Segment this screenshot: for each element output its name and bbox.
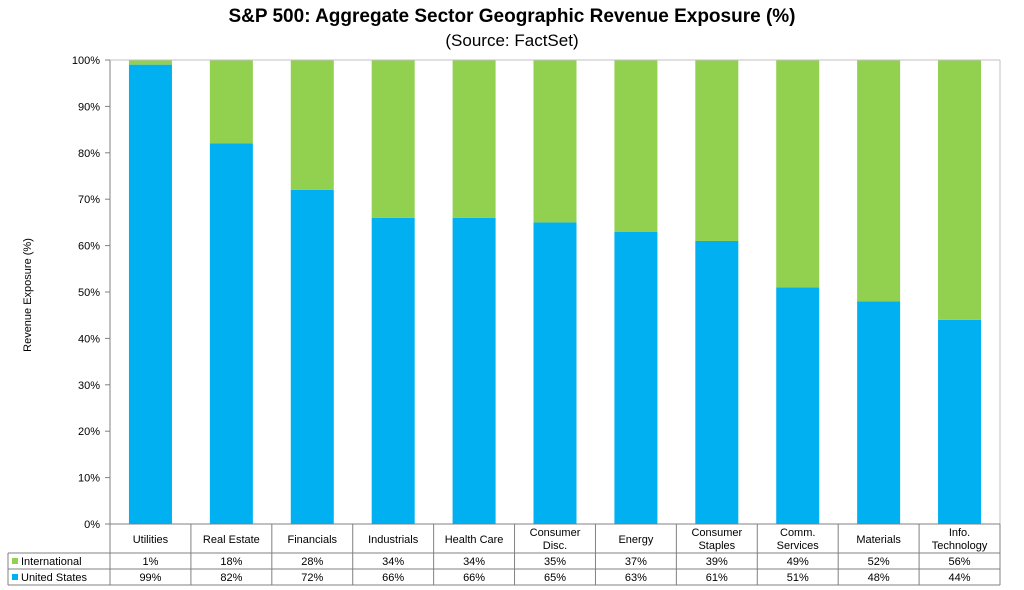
bar-international: [533, 60, 577, 223]
bar-united-states: [128, 64, 172, 524]
bar-international: [938, 60, 982, 320]
table-value: 52%: [868, 556, 890, 568]
y-tick-label: 10%: [78, 473, 100, 485]
y-tick-label: 90%: [78, 101, 100, 113]
bar-united-states: [695, 240, 739, 524]
legend-label: United States: [21, 572, 88, 584]
table-value: 49%: [787, 556, 809, 568]
table-value: 63%: [625, 572, 647, 584]
category-label: Consumer: [530, 527, 581, 539]
table-value: 18%: [220, 556, 242, 568]
category-label: Disc.: [543, 540, 567, 552]
bar-united-states: [857, 301, 901, 524]
y-tick-label: 50%: [78, 287, 100, 299]
table-value: 1%: [143, 556, 159, 568]
category-label: Energy: [618, 534, 653, 546]
category-label: Consumer: [691, 527, 742, 539]
bar-international: [614, 60, 658, 232]
table-value: 61%: [706, 572, 728, 584]
y-tick-label: 60%: [78, 241, 100, 253]
category-label: Health Care: [445, 534, 504, 546]
table-value: 48%: [868, 572, 890, 584]
bar-united-states: [938, 319, 982, 524]
category-label: Industrials: [368, 534, 419, 546]
bar-united-states: [371, 217, 415, 524]
bar-united-states: [776, 287, 820, 524]
table-value: 44%: [949, 572, 971, 584]
table-value: 37%: [625, 556, 647, 568]
y-tick-label: 100%: [72, 55, 100, 67]
category-label: Materials: [856, 534, 901, 546]
bar-united-states: [614, 231, 658, 524]
bar-united-states: [533, 222, 577, 524]
table-value: 66%: [463, 572, 485, 584]
legend-key-united-states: [12, 574, 18, 580]
table-value: 34%: [463, 556, 485, 568]
bar-international: [371, 60, 415, 218]
legend-label: International: [21, 556, 82, 568]
bar-united-states: [209, 143, 253, 524]
category-label: Real Estate: [203, 534, 260, 546]
y-tick-label: 20%: [78, 426, 100, 438]
table-value: 99%: [139, 572, 161, 584]
y-tick-label: 70%: [78, 194, 100, 206]
category-label: Info.: [949, 527, 970, 539]
table-value: 66%: [382, 572, 404, 584]
bar-international: [128, 60, 172, 65]
chart-subtitle: (Source: FactSet): [445, 31, 579, 50]
bar-international: [209, 60, 253, 144]
bar-united-states: [452, 217, 496, 524]
table-value: 65%: [544, 572, 566, 584]
y-tick-label: 30%: [78, 380, 100, 392]
y-tick-label: 80%: [78, 148, 100, 160]
table-value: 82%: [220, 572, 242, 584]
table-value: 56%: [949, 556, 971, 568]
y-tick-label: 0%: [84, 519, 100, 531]
table-value: 34%: [382, 556, 404, 568]
category-label: Staples: [698, 540, 735, 552]
table-value: 35%: [544, 556, 566, 568]
table-value: 28%: [301, 556, 323, 568]
category-label: Services: [777, 540, 820, 552]
category-label: Utilities: [133, 534, 169, 546]
table-value: 72%: [301, 572, 323, 584]
category-label: Financials: [288, 534, 338, 546]
bar-international: [695, 60, 739, 241]
category-label: Comm.: [780, 527, 815, 539]
bar-international: [452, 60, 496, 218]
y-tick-label: 40%: [78, 333, 100, 345]
table-value: 51%: [787, 572, 809, 584]
category-label: Technology: [932, 540, 988, 552]
bar-united-states: [290, 189, 334, 525]
legend-key-international: [12, 558, 18, 564]
chart-title: S&P 500: Aggregate Sector Geographic Rev…: [228, 6, 796, 27]
table-value: 39%: [706, 556, 728, 568]
bar-international: [290, 60, 334, 190]
bar-international: [857, 60, 901, 302]
bar-international: [776, 60, 820, 288]
